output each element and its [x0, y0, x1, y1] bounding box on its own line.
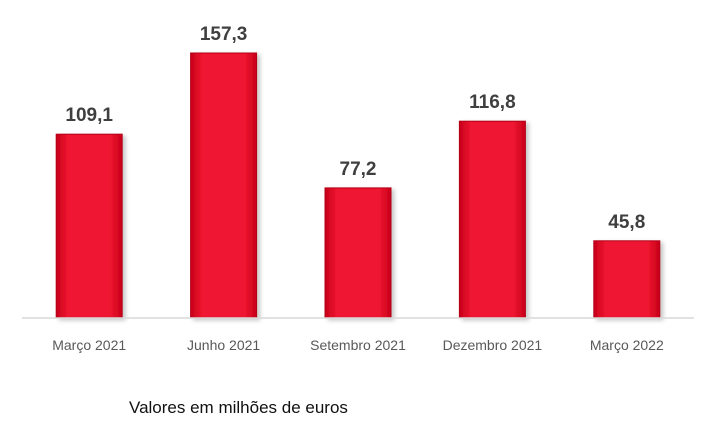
x-tick-label: Setembro 2021	[310, 337, 406, 353]
x-tick-label: Março 2021	[52, 337, 126, 353]
bar-value-label: 157,3	[200, 24, 248, 45]
bar-chart: 109,1 Março 2021 157,3 Junho 2021 77,2 Setemb…	[22, 24, 694, 353]
bar-value-label: 116,8	[469, 92, 516, 113]
units-footnote: Valores em milhões de euros	[129, 398, 348, 417]
x-tick-label: Junho 2021	[187, 337, 260, 353]
bar-value-label: 77,2	[340, 159, 377, 180]
labels-layer: 109,1 Março 2021 157,3 Junho 2021 77,2 Setemb…	[52, 24, 664, 353]
bars-layer	[55, 52, 661, 319]
bar	[190, 52, 258, 319]
bar	[55, 133, 123, 319]
bar-value-label: 109,1	[65, 105, 113, 126]
x-tick-label: Março 2022	[590, 337, 664, 353]
x-tick-label: Dezembro 2021	[443, 337, 543, 353]
bar	[593, 240, 661, 319]
bar	[324, 187, 392, 319]
bar-value-label: 45,8	[608, 212, 645, 233]
bar	[458, 120, 526, 319]
